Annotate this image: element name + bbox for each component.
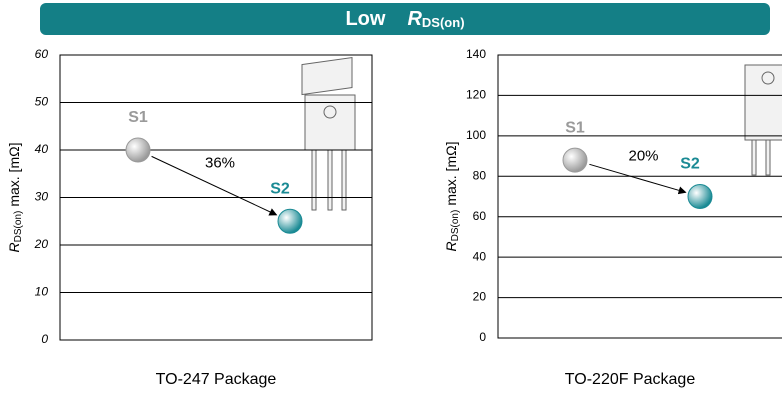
y-axis-symbol: R <box>6 242 22 252</box>
y-axis-subscript: DS(on) <box>450 210 461 242</box>
y-tick-label: 30 <box>35 190 49 204</box>
y-axis-symbol: R <box>443 241 459 251</box>
y-tick-label: 20 <box>34 237 49 251</box>
package-icon <box>744 64 782 176</box>
series-label: S1 <box>128 109 148 126</box>
y-tick-label: 10 <box>35 285 49 299</box>
package-icon <box>301 56 356 211</box>
x-axis-title: TO-247 Package <box>156 371 277 388</box>
y-tick-label: 120 <box>466 88 486 102</box>
series-label: S2 <box>680 156 700 173</box>
point <box>125 137 151 163</box>
y-tick-label: 0 <box>479 330 486 344</box>
title-subscript: DS(on) <box>422 15 465 30</box>
y-axis-title: RDS(on) max. [mΩ] <box>443 142 461 252</box>
y-tick-label: 0 <box>41 332 48 346</box>
title-text: Low <box>345 8 385 30</box>
y-tick-label: 100 <box>466 128 486 142</box>
annotation: 36% <box>205 155 235 172</box>
title-banner <box>40 3 770 35</box>
point <box>277 208 303 234</box>
series-label: S1 <box>565 119 585 136</box>
y-tick-label: 20 <box>473 290 487 304</box>
y-axis-unit: max. [mΩ] <box>6 143 22 207</box>
plot-area <box>497 54 782 339</box>
y-axis-title: RDS(on) max. [mΩ] <box>6 143 24 253</box>
point <box>687 184 713 209</box>
y-axis-unit: max. [mΩ] <box>443 142 459 206</box>
y-tick-label: 50 <box>35 95 49 109</box>
y-axis-subscript: DS(on) <box>13 211 24 243</box>
y-tick-label: 40 <box>473 249 487 263</box>
y-tick-label: 80 <box>473 168 487 182</box>
point <box>562 147 588 173</box>
y-tick-label: 140 <box>466 47 486 61</box>
y-tick-label: 60 <box>35 47 49 61</box>
y-tick-label: 40 <box>35 142 49 156</box>
arrow <box>151 155 278 216</box>
arrow <box>589 163 687 195</box>
title: Low RDS(on) <box>345 8 464 30</box>
title-symbol: R <box>407 8 422 30</box>
series-label: S2 <box>270 180 290 197</box>
y-tick-label: 60 <box>473 209 487 223</box>
annotation: 20% <box>628 147 658 164</box>
x-axis-title: TO-220F Package <box>565 371 696 388</box>
